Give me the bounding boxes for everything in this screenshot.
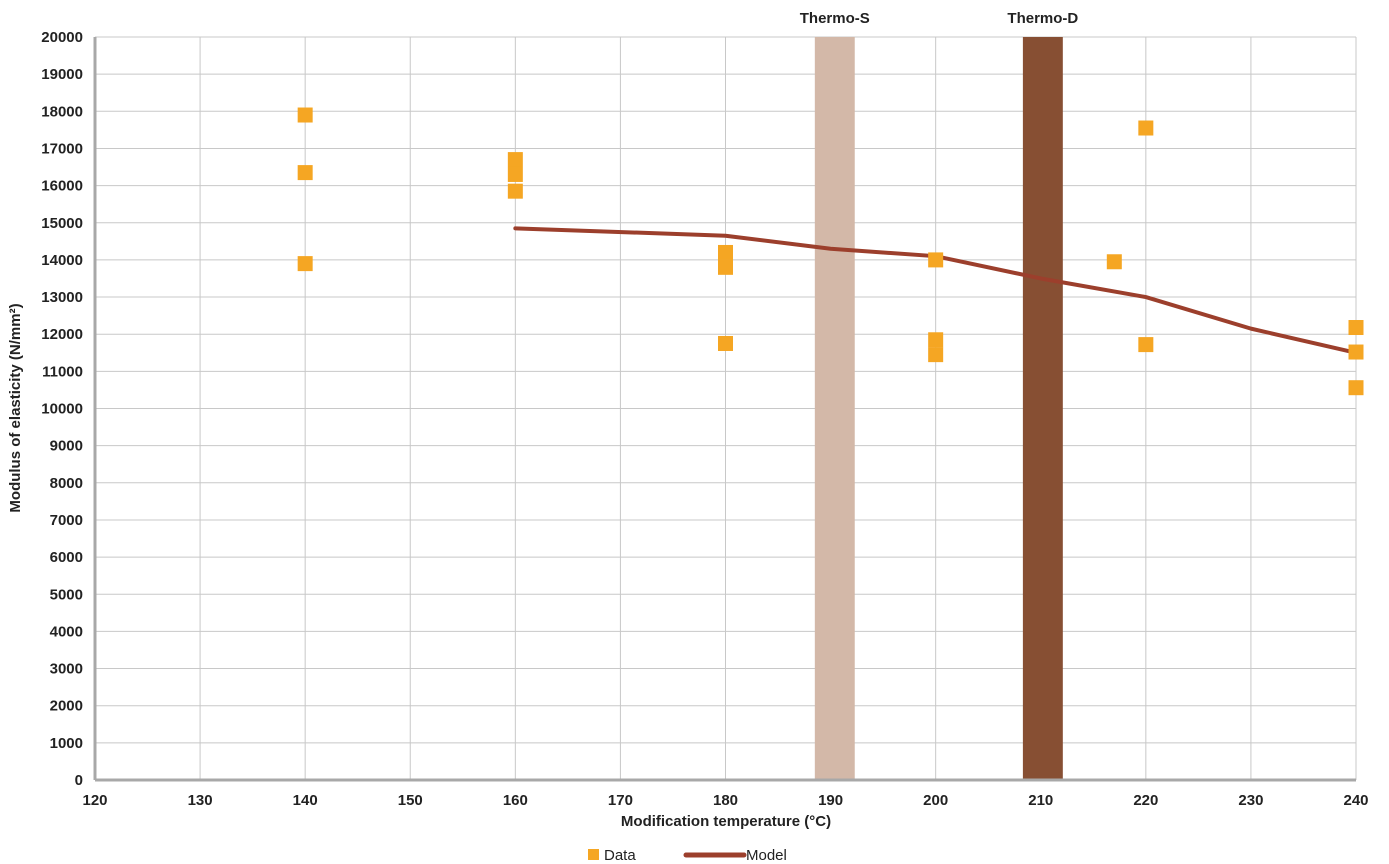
y-tick-label: 9000 [50,438,83,455]
data-point [507,166,523,182]
data-point [297,107,313,123]
data-point [928,332,944,348]
x-tick-label: 140 [293,792,318,809]
y-tick-label: 18000 [41,103,83,120]
y-tick-label: 1000 [50,735,83,752]
data-point [507,183,523,199]
y-tick-label: 17000 [41,140,83,157]
legend-data-label: Data [604,847,636,864]
y-tick-label: 11000 [42,363,83,380]
x-tick-label: 160 [503,792,528,809]
data-point [718,259,733,275]
band-thermo-d [1022,37,1063,780]
y-tick-label: 20000 [41,29,83,46]
x-tick-label: 170 [608,792,633,809]
y-tick-label: 19000 [41,66,83,83]
data-point [718,335,733,351]
legend-data-swatch [588,849,599,860]
y-tick-label: 10000 [41,401,83,418]
band-thermo-s [814,37,855,780]
data-point [1138,120,1154,136]
x-axis-title: Modification temperature (°C) [621,813,831,830]
grid-lines [95,36,1357,780]
data-point [1106,254,1122,270]
data-point [507,152,523,168]
data-point [297,165,313,181]
y-tick-label: 3000 [50,661,83,678]
y-tick-label: 6000 [50,549,83,566]
model-line [513,226,1358,355]
x-tick-label: 200 [923,792,948,809]
x-tick-label: 180 [713,792,738,809]
x-tick-label: 210 [1028,792,1053,809]
model-series [513,226,1358,355]
y-tick-label: 13000 [41,289,83,306]
y-tick-label: 4000 [50,623,83,640]
x-tick-label: 150 [398,792,423,809]
y-tick-label: 14000 [41,252,83,269]
y-tick-label: 8000 [50,475,83,492]
band-label: Thermo-S [800,10,870,27]
legend: Data Model [588,847,787,864]
legend-model-label: Model [746,847,787,864]
y-tick-label: 15000 [41,215,83,232]
x-tick-label: 130 [188,792,213,809]
data-point [718,244,733,260]
band-label: Thermo-D [1007,10,1078,27]
x-tick-label: 230 [1238,792,1263,809]
data-point [928,252,944,268]
x-tick-label: 190 [818,792,843,809]
x-tick-label: 240 [1343,792,1368,809]
y-tick-label: 2000 [50,698,83,715]
data-point [297,256,313,272]
axes [93,37,1356,782]
x-tick-label: 220 [1133,792,1158,809]
y-tick-label: 16000 [41,178,83,195]
data-point [1348,320,1364,336]
y-tick-label: 0 [75,772,83,789]
data-point [1348,344,1364,360]
temperature-bands: Thermo-S Thermo-D [800,10,1078,780]
y-tick-label: 7000 [50,512,83,529]
y-tick-label: 5000 [50,586,83,603]
x-tick-label: 120 [82,792,107,809]
y-axis-title: Modulus of elasticity (N/mm²) [7,303,24,512]
tick-labels: 0 1000 2000 3000 4000 5000 6000 7000 8000 9000 100… [41,29,1368,809]
data-series [297,107,1364,396]
data-point [1138,337,1154,353]
y-tick-label: 12000 [41,326,83,343]
data-point [1348,380,1364,396]
data-point [928,347,944,363]
